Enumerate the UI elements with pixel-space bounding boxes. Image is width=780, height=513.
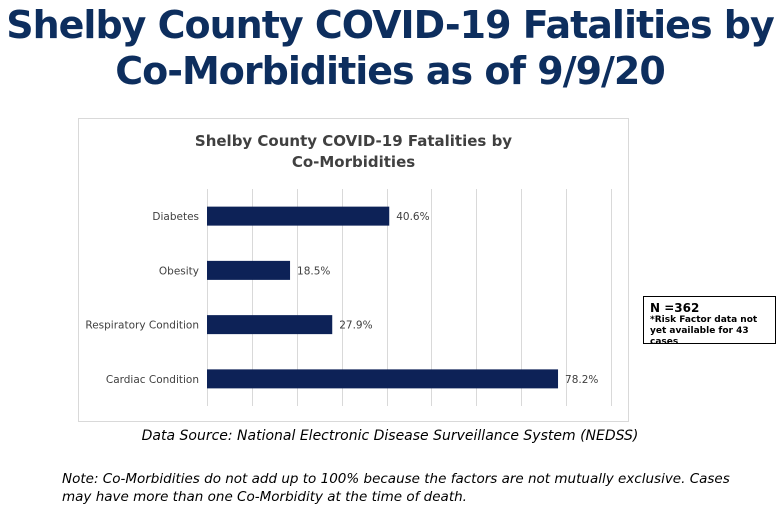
bar [207,315,333,335]
category-label: Obesity [159,265,199,277]
slide-title: Shelby County COVID-19 Fatalities by Co-… [0,2,780,94]
sample-size-label: N =362 [650,301,700,315]
category-label: Respiratory Condition [85,320,199,332]
bar [207,206,390,226]
slide-title-line2: Co-Morbidities as of 9/9/20 [115,49,666,93]
data-label: 27.9% [339,320,372,332]
category-label: Diabetes [152,211,199,223]
data-label: 40.6% [396,211,429,223]
category-label: Cardiac Condition [106,374,199,386]
missing-data-note: *Risk Factor data not yet available for … [650,315,758,347]
chart-title-line1: Shelby County COVID-19 Fatalities by [194,132,513,150]
data-source: Data Source: National Electronic Disease… [141,428,639,444]
data-label: 78.2% [565,374,598,386]
slide-title-line1: Shelby County COVID-19 Fatalities by [6,3,775,47]
data-label: 18.5% [297,265,330,277]
bar [207,260,291,280]
chart-title: Shelby County COVID-19 Fatalities by Co-… [79,131,628,173]
chart-title-line2: Co-Morbidities [291,153,416,171]
bar-chart: Diabetes 40.6% Obesity 18.5% Respiratory Con… [85,189,612,406]
chart-container: Shelby County COVID-19 Fatalities by Co-… [78,118,629,422]
footnote: Note: Co-Morbidities do not add up to 10… [62,471,730,505]
bar [207,369,559,389]
sample-size-note: N =362 *Risk Factor data not yet availab… [643,296,776,347]
